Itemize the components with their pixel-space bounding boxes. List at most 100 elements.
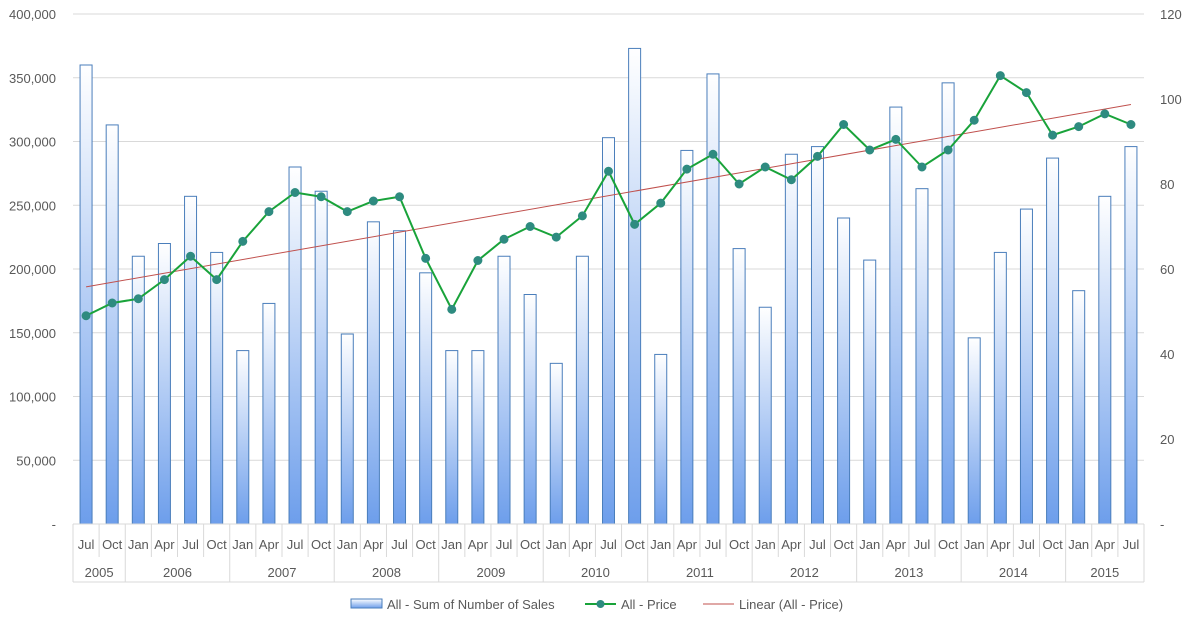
quarter-label: Oct (416, 537, 437, 552)
price-point (133, 294, 143, 304)
price-point (1021, 88, 1031, 98)
quarter-label: Oct (102, 537, 123, 552)
quarter-label: Jul (705, 537, 722, 552)
price-point (212, 275, 222, 285)
price-point (473, 256, 483, 265)
right-tick-label: 80 (1160, 177, 1174, 192)
quarter-label: Jul (1018, 537, 1035, 552)
sales-bar (314, 190, 328, 525)
price-line (81, 71, 1136, 321)
left-tick-label: 100,000 (9, 390, 56, 405)
price-point (525, 222, 535, 231)
sales-bar (837, 217, 851, 525)
price-point (1048, 130, 1058, 140)
price-point (734, 179, 744, 189)
sales-bar (523, 294, 537, 525)
price-point (865, 145, 875, 155)
quarter-label: Jul (1123, 537, 1140, 552)
sales-bars (79, 47, 1138, 525)
left-axis: - 50,000 100,000 150,000 200,000 250,000 300,0… (9, 7, 56, 532)
quarter-label: Jan (232, 537, 253, 552)
category-axis: Jul Oct Jan Apr Jul Oct Jan Apr Jul Oct Jan Apr Jul O… (72, 523, 1145, 583)
left-tick-label: 150,000 (9, 326, 56, 341)
sales-bar (732, 248, 746, 525)
trend-line (85, 104, 1132, 288)
quarter-label: Jul (182, 537, 199, 552)
price-point (342, 207, 352, 217)
price-point (290, 188, 300, 197)
sales-bar (889, 106, 903, 525)
quarter-label: Jan (1068, 537, 1089, 552)
price-point (447, 304, 457, 314)
quarter-label: Apr (677, 537, 698, 552)
price-point (969, 115, 979, 125)
year-label: 2006 (163, 565, 192, 580)
price-point (368, 196, 378, 206)
sales-bar (366, 221, 380, 525)
sales-bar (1124, 146, 1138, 525)
sales-bar (262, 302, 276, 525)
price-point (499, 234, 509, 244)
sales-bar (628, 47, 642, 525)
sales-bar (393, 230, 407, 525)
sales-bar (654, 353, 668, 525)
price-point (708, 149, 718, 159)
quarter-label: Jan (337, 537, 358, 552)
quarter-label: Apr (259, 537, 280, 552)
quarter-label: Apr (468, 537, 489, 552)
legend-bar-label: All - Sum of Number of Sales (387, 597, 555, 612)
legend-bar-swatch (350, 598, 383, 609)
sales-bar (575, 255, 589, 525)
sales-bar (497, 255, 511, 525)
price-point (656, 198, 666, 208)
price-point (891, 134, 901, 144)
quarter-label: Jan (546, 537, 567, 552)
quarter-label: Apr (886, 537, 907, 552)
price-point (943, 145, 953, 155)
year-label: 2005 (85, 565, 114, 580)
right-tick-label: 40 (1160, 347, 1174, 362)
quarter-label: Apr (781, 537, 802, 552)
quarter-label: Oct (833, 537, 854, 552)
quarter-label: Apr (363, 537, 384, 552)
year-label: 2013 (894, 565, 923, 580)
price-point (238, 236, 248, 246)
price-point (917, 162, 927, 172)
price-point (159, 275, 169, 285)
price-point (395, 192, 405, 202)
sales-bar (236, 350, 250, 525)
sales-bar (157, 243, 171, 525)
year-label: 2007 (268, 565, 297, 580)
left-tick-label: 50,000 (16, 453, 56, 468)
left-tick-label: 200,000 (9, 262, 56, 277)
sales-bar (784, 153, 798, 525)
quarter-label: Oct (1042, 537, 1063, 552)
sales-bar (210, 251, 224, 525)
legend: All - Sum of Number of Sales All - Price… (350, 597, 843, 612)
quarter-label: Apr (990, 537, 1011, 552)
year-label: 2010 (581, 565, 610, 580)
year-label: 2014 (999, 565, 1028, 580)
quarter-label: Jul (287, 537, 304, 552)
sales-bar (1046, 157, 1060, 525)
quarter-label: Oct (207, 537, 228, 552)
left-tick-label: 300,000 (9, 135, 56, 150)
price-point (107, 298, 117, 308)
price-point (995, 71, 1005, 81)
price-point (682, 164, 692, 174)
quarter-label: Jan (859, 537, 880, 552)
price-point (551, 232, 561, 242)
sales-bar (419, 272, 433, 525)
price-point (264, 207, 274, 217)
left-tick-label: 400,000 (9, 7, 56, 22)
price-point (186, 251, 196, 261)
sales-bar (340, 333, 354, 525)
quarter-label: Jul (600, 537, 617, 552)
price-point (604, 166, 613, 176)
price-point (1074, 122, 1084, 132)
year-label: 2008 (372, 565, 401, 580)
sales-bar (967, 337, 981, 525)
quarter-label: Oct (729, 537, 750, 552)
price-point (81, 311, 91, 321)
